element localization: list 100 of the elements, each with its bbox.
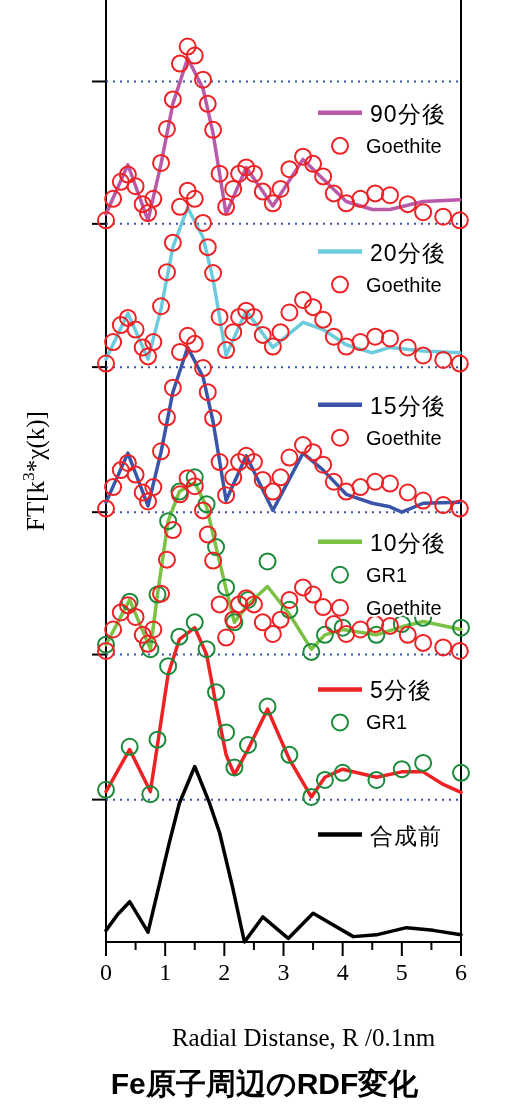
- point: [197, 640, 216, 659]
- point: [144, 333, 163, 352]
- point: [280, 303, 299, 322]
- point: [434, 638, 453, 657]
- point: [381, 329, 399, 348]
- legend-label: 5分後: [370, 677, 432, 704]
- point: [217, 723, 236, 742]
- point: [126, 607, 145, 626]
- point: [111, 603, 130, 622]
- point: [152, 442, 171, 461]
- point: [148, 730, 167, 749]
- x-axis-title: Radial Distanse, R /0.1nm: [171, 1024, 436, 1051]
- legend-label: Goethite: [366, 426, 442, 449]
- point: [178, 326, 197, 345]
- point: [258, 552, 277, 571]
- point: [118, 453, 137, 472]
- point: [139, 492, 158, 511]
- point: [157, 408, 176, 427]
- point: [144, 620, 163, 639]
- point: [337, 337, 356, 356]
- point: [253, 613, 272, 632]
- point: [152, 153, 171, 172]
- point: [194, 70, 213, 89]
- point: [294, 436, 313, 455]
- point: [253, 182, 272, 201]
- point: [314, 455, 333, 474]
- point: [366, 472, 385, 491]
- point: [414, 346, 433, 365]
- legend-label: GR1: [366, 563, 408, 586]
- point: [194, 501, 213, 520]
- point: [230, 164, 249, 183]
- point: [230, 307, 249, 326]
- point: [118, 165, 137, 184]
- point: [280, 448, 299, 467]
- point: [263, 482, 282, 501]
- point: [157, 119, 176, 138]
- point: [337, 482, 356, 501]
- x-tick-label: 6: [455, 959, 467, 985]
- point: [398, 195, 417, 214]
- point: [366, 184, 385, 203]
- point: [163, 233, 182, 252]
- point: [104, 333, 123, 352]
- point: [204, 409, 223, 428]
- point: [104, 478, 123, 497]
- point: [314, 310, 333, 329]
- point: [294, 147, 313, 166]
- point: [118, 596, 137, 615]
- point: [434, 207, 453, 226]
- point: [271, 468, 290, 487]
- point: [207, 683, 226, 702]
- point: [450, 641, 469, 660]
- point: [324, 472, 343, 491]
- point: [280, 590, 299, 609]
- point: [224, 468, 243, 487]
- point: [210, 164, 229, 183]
- legend-label: 15分後: [370, 392, 446, 419]
- point: [104, 620, 123, 639]
- point: [163, 90, 182, 109]
- point: [244, 453, 263, 472]
- point: [144, 478, 163, 497]
- point: [367, 770, 386, 789]
- point: [304, 443, 323, 462]
- point: [237, 301, 256, 320]
- point: [294, 290, 313, 309]
- point: [97, 780, 115, 799]
- point: [217, 628, 236, 647]
- point: [392, 615, 411, 634]
- point: [237, 446, 256, 465]
- point: [97, 211, 115, 230]
- point: [111, 172, 130, 191]
- point: [366, 327, 385, 346]
- point: [97, 635, 115, 654]
- point: [170, 197, 189, 216]
- point: [157, 263, 176, 282]
- point: [414, 633, 433, 652]
- point: [351, 478, 370, 497]
- point: [141, 785, 160, 804]
- point: [224, 323, 243, 342]
- point: [152, 584, 171, 603]
- point: [280, 600, 299, 619]
- legend-label: GR1: [366, 711, 408, 734]
- point: [351, 189, 370, 208]
- point: [120, 737, 139, 756]
- point: [271, 610, 290, 629]
- point: [381, 616, 399, 635]
- point: [230, 453, 249, 472]
- point: [157, 550, 176, 569]
- point: [294, 578, 313, 597]
- point: [97, 354, 115, 373]
- point: [97, 499, 115, 518]
- point: [204, 120, 223, 139]
- point: [230, 595, 249, 614]
- point: [126, 320, 145, 339]
- point: [414, 491, 433, 510]
- point: [97, 641, 115, 660]
- point: [217, 341, 236, 360]
- point: [111, 461, 130, 480]
- point: [315, 625, 334, 644]
- point: [185, 613, 204, 632]
- point: [244, 307, 263, 326]
